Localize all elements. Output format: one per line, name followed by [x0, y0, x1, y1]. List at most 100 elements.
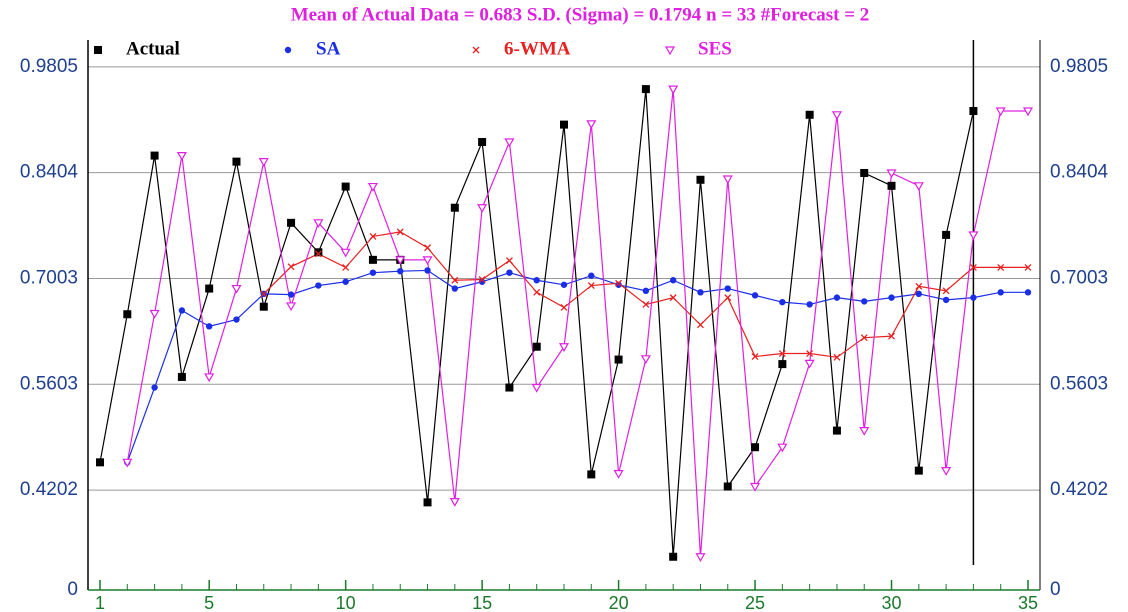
y-tick-label: 0.9805	[20, 56, 78, 77]
marker	[149, 309, 160, 319]
marker	[751, 292, 759, 299]
marker	[423, 498, 432, 507]
marker	[422, 256, 433, 266]
marker	[315, 282, 322, 289]
marker	[913, 182, 924, 192]
marker	[778, 360, 787, 369]
x-tick-label: 35	[1018, 593, 1038, 612]
y2-tick-label: 0.7003	[1050, 268, 1108, 289]
chart-title: Mean of Actual Data = 0.683 S.D. (Sigma)…	[291, 4, 870, 25]
marker	[997, 289, 1004, 296]
y2-tick-label: 0.8404	[1050, 162, 1109, 183]
marker	[94, 46, 102, 54]
marker	[287, 218, 296, 227]
marker	[777, 443, 788, 453]
marker	[750, 482, 761, 492]
marker	[451, 285, 459, 292]
marker	[369, 232, 377, 240]
marker	[613, 470, 624, 479]
marker	[642, 287, 650, 295]
marker	[205, 284, 214, 293]
marker	[804, 359, 815, 369]
marker	[478, 137, 487, 146]
marker	[969, 107, 978, 116]
y-tick-label: 0.8404	[20, 162, 79, 183]
marker	[696, 175, 705, 184]
x-tick-label: 1	[95, 593, 105, 612]
marker	[587, 470, 596, 479]
marker	[1024, 263, 1032, 271]
marker	[449, 498, 460, 507]
x-tick-label: 30	[882, 593, 902, 612]
marker	[833, 294, 841, 301]
marker	[287, 263, 295, 271]
x-tick-label: 25	[745, 593, 765, 612]
marker	[123, 310, 132, 319]
marker	[861, 298, 868, 305]
marker	[722, 175, 733, 185]
marker	[260, 290, 268, 298]
marker	[915, 290, 923, 298]
marker	[587, 282, 595, 289]
marker	[888, 332, 895, 340]
marker	[478, 278, 486, 285]
marker	[340, 248, 351, 258]
marker	[232, 157, 241, 166]
marker	[231, 284, 242, 294]
marker	[558, 343, 570, 352]
marker	[342, 278, 349, 285]
y2-tick-label: 0.9805	[1050, 56, 1108, 77]
marker	[1022, 107, 1034, 117]
marker	[533, 288, 541, 296]
marker	[533, 277, 540, 284]
marker	[204, 373, 215, 383]
marker	[886, 169, 897, 179]
marker	[314, 248, 323, 257]
marker	[450, 203, 459, 212]
marker	[506, 269, 513, 276]
marker	[560, 120, 568, 129]
marker	[805, 110, 814, 119]
marker	[177, 372, 186, 381]
marker	[995, 107, 1006, 117]
marker	[724, 294, 732, 302]
marker	[832, 426, 841, 435]
marker	[233, 316, 240, 323]
marker	[831, 111, 842, 121]
marker	[888, 294, 895, 301]
marker	[451, 276, 459, 284]
legend-label: SES	[698, 38, 732, 59]
marker	[669, 277, 677, 284]
marker	[778, 350, 786, 357]
marker	[669, 552, 678, 561]
marker	[915, 282, 923, 290]
marker	[176, 151, 187, 161]
marker	[396, 228, 404, 236]
y2-tick-label: 0.5603	[1050, 373, 1108, 394]
x-tick-label: 5	[204, 593, 214, 612]
x-tick-label: 10	[336, 593, 356, 612]
marker	[369, 269, 377, 276]
marker	[259, 302, 268, 311]
y2-tick-label: 0	[1050, 579, 1061, 600]
marker	[914, 466, 923, 475]
marker	[424, 267, 431, 274]
marker	[397, 267, 404, 275]
marker	[368, 255, 377, 264]
marker	[997, 263, 1005, 271]
marker	[586, 120, 597, 130]
y-tick-label: 0.5603	[20, 373, 78, 394]
marker	[258, 158, 269, 167]
marker	[314, 250, 322, 258]
legend-label: 6-WMA	[504, 38, 571, 59]
marker	[284, 46, 292, 54]
marker	[342, 263, 350, 271]
marker	[642, 300, 650, 308]
marker	[942, 287, 950, 295]
marker	[724, 285, 731, 292]
marker	[664, 46, 676, 56]
marker	[968, 231, 979, 241]
y-tick-label: 0.4202	[20, 479, 78, 500]
marker	[150, 151, 159, 160]
marker	[505, 383, 514, 392]
